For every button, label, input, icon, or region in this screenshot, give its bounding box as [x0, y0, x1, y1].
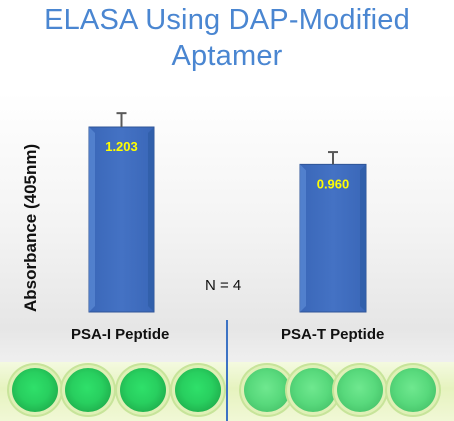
well-0-2 — [120, 368, 166, 412]
group-divider — [226, 320, 228, 421]
well-0-3 — [175, 368, 221, 412]
bar-1 — [299, 163, 367, 313]
well-0-0 — [12, 368, 58, 412]
bar-bevel-right-1 — [360, 164, 366, 312]
bar-bevel-0 — [89, 127, 95, 312]
bar-value-label-0: 1.203 — [105, 139, 138, 154]
y-axis-label: Absorbance (405nm) — [21, 143, 40, 312]
bar-bevel-right-0 — [148, 127, 154, 312]
category-label-psa-t: PSA-T Peptide — [281, 326, 385, 343]
well-1-1 — [290, 368, 336, 412]
well-1-2 — [337, 368, 383, 412]
chart-title-line-2: Aptamer — [171, 40, 283, 72]
bar-value-label-1: 0.960 — [317, 176, 350, 191]
well-1-0 — [244, 368, 290, 412]
category-label-psa-i: PSA-I Peptide — [71, 326, 170, 343]
chart-title-line-1: ELASA Using DAP-Modified — [44, 4, 410, 36]
bar-0 — [88, 126, 155, 313]
well-0-1 — [65, 368, 111, 412]
well-1-3 — [390, 368, 436, 412]
bar-bevel-1 — [300, 164, 306, 312]
sample-size-annotation: N = 4 — [205, 277, 242, 294]
